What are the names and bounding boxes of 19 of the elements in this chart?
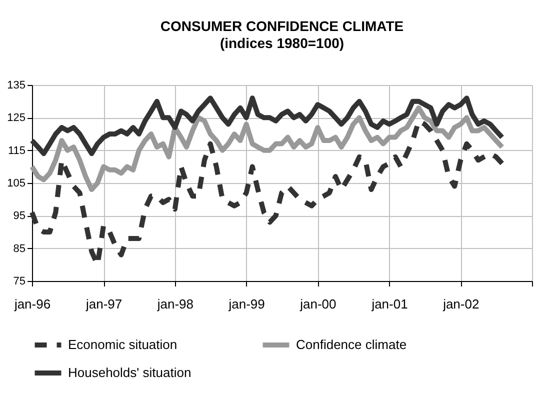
x-tick-label: jan-00 (299, 296, 336, 312)
chart-subtitle: (indices 1980=100) (220, 35, 344, 51)
x-tick-label: jan-01 (370, 296, 408, 312)
x-tick-label: jan-98 (156, 296, 194, 312)
y-tick-label: 125 (7, 112, 26, 124)
y-tick-label: 85 (13, 242, 26, 255)
legend-label: Confidence climate (296, 337, 407, 352)
legend-label: Economic situation (68, 337, 178, 352)
y-tick-label: 75 (13, 276, 26, 288)
x-tick-label: jan-96 (13, 296, 51, 312)
x-tick-label: jan-02 (442, 296, 480, 312)
x-tick-label: jan-99 (228, 296, 265, 312)
y-tick-label: 135 (7, 80, 26, 92)
y-tick-label: 105 (7, 178, 26, 190)
x-tick-label: jan-97 (85, 296, 122, 312)
y-tick-label: 95 (13, 210, 26, 222)
y-tick-label: 115 (8, 144, 26, 157)
legend-label: Households' situation (68, 365, 192, 380)
chart-title: CONSUMER CONFIDENCE CLIMATE (160, 18, 404, 34)
